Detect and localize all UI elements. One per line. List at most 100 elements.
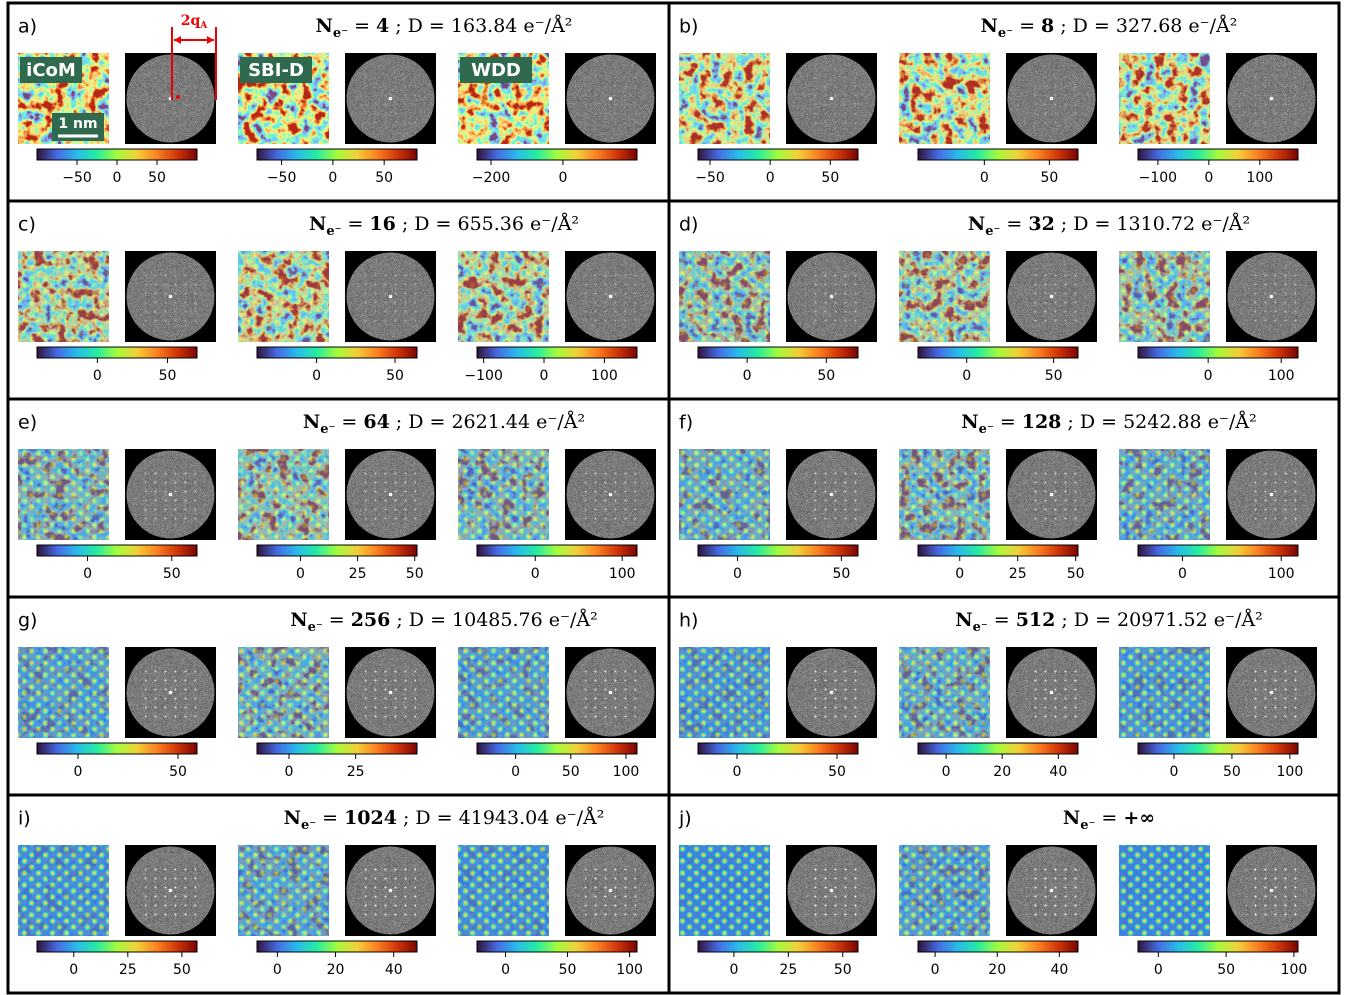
fft-center [388, 492, 393, 497]
colorbar [256, 940, 418, 953]
colorbar [476, 148, 638, 161]
colorbar-tick-label: 50 [821, 170, 839, 186]
colorbar-tick-label: 0 [531, 566, 540, 582]
panel-title: Ne⁻ = 1024 ; D = 41943.04 e⁻/Å² [284, 807, 605, 833]
colorbar [36, 742, 198, 755]
title-symbol: N [303, 411, 320, 433]
colorbar-tick-label: 25 [347, 764, 365, 780]
colorbar-tick-label: 0 [733, 566, 742, 582]
colorbar-tick-label: 50 [832, 566, 850, 582]
colorbar [917, 148, 1079, 161]
title-symbol: N [955, 609, 972, 631]
colorbar [697, 148, 859, 161]
title-sub: e⁻ [326, 224, 341, 239]
colorbar [697, 940, 859, 953]
colorbar-tick-label: 0 [93, 368, 102, 384]
freq-center [176, 95, 180, 99]
colorbar-tick-label: 100 [609, 566, 636, 582]
panel-label: h) [679, 610, 698, 632]
fft-center [388, 888, 393, 893]
panel-title: Ne⁻ = 64 ; D = 2621.44 e⁻/Å² [303, 411, 585, 437]
colorbar-tick-label: 50 [163, 566, 181, 582]
colorbar [256, 346, 418, 359]
fft-center [1269, 690, 1274, 695]
colorbar-tick-label: 100 [613, 764, 640, 780]
colorbar-tick-label: 0 [1169, 764, 1178, 780]
fft-center [168, 492, 173, 497]
fft-center [1049, 888, 1054, 893]
lattice-overlay [238, 449, 329, 540]
fft-center [1049, 294, 1054, 299]
colorbar [1137, 148, 1299, 161]
panel-label: g) [18, 610, 37, 632]
panel-label: f) [679, 412, 693, 434]
title-sub: e⁻ [985, 224, 1000, 239]
panel-title: Ne⁻ = +∞ [1063, 807, 1155, 833]
colorbar-tick-label: 0 [766, 170, 775, 186]
title-symbol: N [284, 807, 301, 829]
colorbar-tick-label: 0 [729, 962, 738, 978]
lattice-overlay [458, 845, 549, 936]
colorbar-tick-label: 0 [273, 962, 282, 978]
title-symbol: N [968, 213, 985, 235]
annotations: iCoM SBI-D WDD 1 nm 2qA [20, 13, 532, 141]
fft-center [1269, 492, 1274, 497]
title-ne: +∞ [1123, 807, 1155, 829]
lattice-overlay [238, 647, 329, 738]
colorbar-tick-label: 25 [779, 962, 797, 978]
panel-title: Ne⁻ = 4 ; D = 163.84 e⁻/Å² [316, 15, 573, 41]
colorbar-tick-label: 50 [562, 764, 580, 780]
colorbar [256, 742, 418, 755]
title-rel: = [322, 807, 338, 829]
colorbar-tick-label: 50 [406, 566, 424, 582]
panel: g) Ne⁻ = 256; D = 10485.76 e⁻/Å² 0 50 0 25 0 50 10… [6, 595, 671, 797]
colorbar-tick-label: 0 [83, 566, 92, 582]
colorbar-tick-label: 25 [119, 962, 137, 978]
title-rest: ; D = 2621.44 e⁻/Å² [396, 411, 585, 433]
title-ne: 32 [1028, 213, 1054, 235]
colorbar-tick-label: 100 [1281, 962, 1308, 978]
panel: a) Ne⁻ = 4 ; D = 163.84 e⁻/Å² −50 0 50 −50 0 50 −20… [6, 1, 671, 203]
fft-center [608, 888, 613, 893]
panel-label: e) [18, 412, 37, 434]
title-ne: 16 [369, 213, 395, 235]
title-rel: = [1019, 15, 1035, 37]
title-sub: e⁻ [301, 818, 316, 833]
freq-label: 2qA [181, 13, 209, 31]
colorbar [256, 148, 418, 161]
title-rel: = [1000, 411, 1016, 433]
colorbar-tick-label: −50 [267, 170, 297, 186]
colorbar-tick-label: 50 [1045, 368, 1063, 384]
fft-center [168, 690, 173, 695]
colorbar-tick-label: 0 [1204, 170, 1213, 186]
fft-center [829, 96, 834, 101]
title-ne: 256 [351, 609, 391, 631]
colorbar-tick-label: 100 [1246, 170, 1273, 186]
colorbar-tick-label: 0 [1204, 368, 1213, 384]
title-symbol: N [1063, 807, 1080, 829]
colorbar-tick-label: −50 [62, 170, 92, 186]
colorbar-tick-label: 50 [559, 962, 577, 978]
lattice-overlay [679, 449, 770, 540]
title-sub: e⁻ [973, 620, 988, 635]
lattice-overlay [679, 251, 770, 342]
fft-center [829, 690, 834, 695]
fft-center [168, 888, 173, 893]
colorbar [697, 544, 859, 557]
colorbar-tick-label: 0 [733, 764, 742, 780]
colorbar-tick-label: 50 [834, 962, 852, 978]
colorbar [476, 940, 638, 953]
lattice-overlay [458, 251, 549, 342]
lattice-overlay [899, 449, 990, 540]
fft-center [388, 690, 393, 695]
panel: f) Ne⁻ = 128; D = 5242.88 e⁻/Å² 0 50 0 25 50 0 100 [667, 397, 1341, 599]
colorbar [917, 544, 1079, 557]
fft-center [1269, 96, 1274, 101]
title-rel: = [994, 609, 1010, 631]
colorbar-tick-label: 50 [1223, 764, 1241, 780]
freq-label-main: 2q [181, 13, 201, 29]
title-rel: = [341, 411, 357, 433]
colorbar [917, 346, 1079, 359]
colorbar-tick-label: 25 [1009, 566, 1027, 582]
colorbar [36, 544, 198, 557]
